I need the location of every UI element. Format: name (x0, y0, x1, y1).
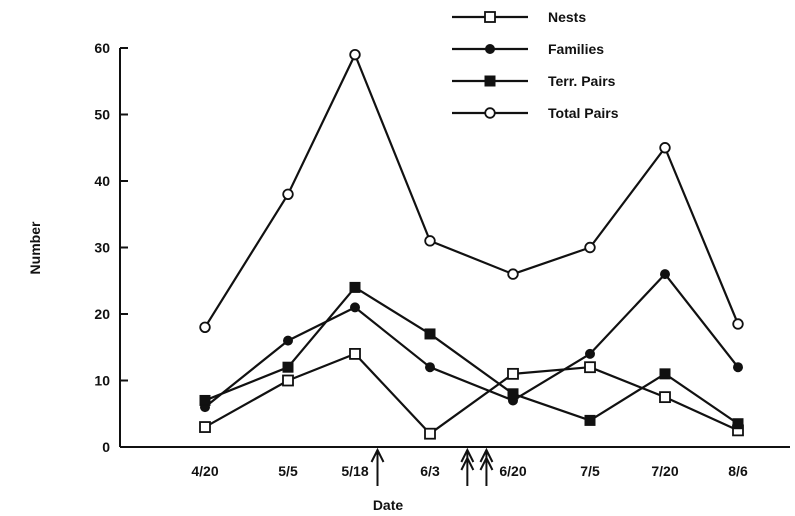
data-point (199, 421, 211, 433)
data-point (349, 347, 361, 360)
y-tick-label: 0 (102, 439, 110, 455)
y-tick-label: 60 (94, 40, 110, 56)
series-layer (199, 48, 744, 440)
data-point (732, 318, 744, 330)
x-tick-label: 6/20 (499, 463, 526, 479)
x-tick-label: 8/6 (728, 463, 748, 479)
data-point (659, 368, 671, 380)
legend-label: Total Pairs (548, 105, 619, 121)
arrow-head (460, 455, 475, 471)
data-point (199, 321, 211, 334)
data-point (484, 75, 496, 87)
data-point (733, 362, 743, 373)
legend-entry: Terr. Pairs (452, 73, 616, 89)
double-arrow-annotation (460, 447, 475, 486)
x-tick-label: 7/5 (580, 463, 600, 479)
double-arrow-annotation (479, 447, 494, 486)
data-point (507, 388, 519, 400)
x-tick-label: 4/20 (191, 463, 218, 479)
y-tick-label: 10 (94, 373, 110, 389)
data-point (424, 427, 436, 440)
data-point (282, 188, 294, 201)
series-line (204, 352, 739, 435)
data-point (424, 235, 436, 247)
data-point (585, 348, 595, 359)
data-point (584, 414, 596, 426)
data-point (349, 48, 361, 61)
data-point (199, 394, 211, 406)
series-terr-pairs (199, 281, 744, 430)
data-point (485, 44, 495, 54)
series-line (204, 273, 739, 408)
x-tick-label: 6/3 (420, 463, 440, 479)
y-tick-label: 40 (94, 173, 110, 189)
x-tick-label: 5/18 (341, 463, 368, 479)
legend-label: Terr. Pairs (548, 73, 616, 89)
data-point (424, 328, 436, 340)
data-point (484, 107, 496, 119)
legend-entry: Total Pairs (452, 105, 619, 121)
legend: Nests Families Terr. Pairs Total Pairs (452, 9, 619, 121)
y-tick-label: 30 (94, 240, 110, 256)
data-point (584, 241, 596, 254)
x-tick-label: 5/5 (278, 463, 298, 479)
data-point (425, 362, 435, 373)
data-point (282, 374, 294, 387)
arrow-head (460, 447, 475, 463)
axes: 0 10 20 30 40 50 60 4/20 5/5 5/18 6/3 6/20 7/5 7/20 8/… (94, 40, 790, 479)
data-point (484, 11, 496, 23)
legend-entry: Nests (452, 9, 586, 25)
series-total-pairs (199, 48, 744, 334)
data-point (507, 367, 519, 380)
series-nests (199, 347, 744, 440)
data-point (659, 142, 671, 154)
data-point (282, 361, 294, 373)
y-axis-title: Number (27, 221, 43, 274)
y-tick-label: 50 (94, 107, 110, 123)
annotation-layer (370, 447, 494, 486)
y-tick-label: 20 (94, 306, 110, 322)
arrow-head (479, 455, 494, 471)
arrow-head (370, 447, 385, 463)
data-point (349, 281, 361, 293)
legend-entry: Families (452, 41, 604, 57)
data-point (507, 268, 519, 280)
data-point (350, 302, 360, 313)
legend-label: Nests (548, 9, 586, 25)
arrow-annotation (370, 447, 385, 486)
series-families (200, 269, 743, 413)
data-point (660, 269, 670, 280)
series-line (204, 286, 739, 425)
legend-label: Families (548, 41, 604, 57)
data-point (659, 391, 671, 404)
x-tick-label: 7/20 (651, 463, 678, 479)
data-point (283, 335, 293, 346)
x-axis-title: Date (373, 497, 404, 513)
data-point (732, 418, 744, 430)
series-line (204, 53, 740, 328)
data-point (584, 361, 596, 374)
arrow-head (479, 447, 494, 463)
